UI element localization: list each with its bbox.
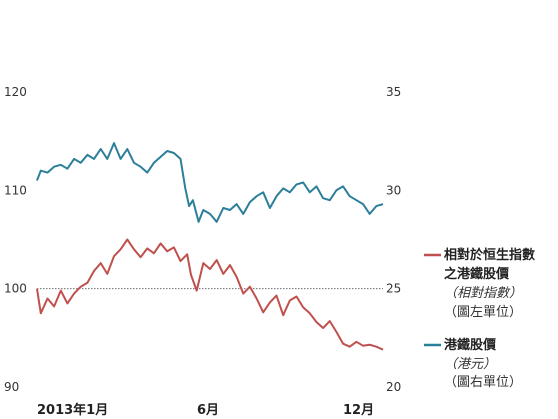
x-tick-label: 2013年1月 [37, 402, 108, 418]
legend-item-relative: 相對於恒生指數 之港鐵股價 （相對指數） （圖左單位） [424, 247, 535, 320]
legend-sub-price: （港元） [444, 356, 496, 372]
x-axis: 2013年1月 6月 12月 [37, 402, 374, 418]
x-tick-label: 6月 [197, 403, 219, 418]
y-right-tick-label: 35 [386, 85, 401, 99]
y-right-tick-label: 25 [386, 282, 401, 296]
legend-unit-relative: （圖左單位） [444, 305, 522, 320]
y-axis-right: 35 30 25 20 [386, 85, 401, 394]
legend: 相對於恒生指數 之港鐵股價 （相對指數） （圖左單位） 港鐵股價 （港元） （圖… [424, 247, 535, 390]
legend-label-relative-line1: 相對於恒生指數 [444, 247, 535, 263]
y-axis-left: 120 110 100 90 [4, 85, 27, 394]
legend-item-price: 港鐵股價 （港元） （圖右單位） [424, 337, 522, 390]
legend-label-relative-line2: 之港鐵股價 [444, 266, 510, 282]
y-right-tick-label: 20 [386, 380, 401, 394]
series-layer [36, 142, 384, 351]
legend-sub-relative: （相對指數） [444, 285, 522, 301]
x-tick-label: 12月 [343, 403, 374, 418]
series-line-price [36, 142, 384, 223]
y-left-tick-label: 120 [4, 85, 27, 99]
y-left-tick-label: 90 [4, 380, 19, 394]
y-left-tick-label: 100 [4, 282, 27, 296]
y-right-tick-label: 30 [386, 183, 401, 197]
y-left-tick-label: 110 [4, 183, 27, 197]
series-line-relative [36, 238, 384, 351]
legend-label-price: 港鐵股價 [444, 337, 497, 353]
legend-unit-price: （圖右單位） [444, 375, 522, 390]
